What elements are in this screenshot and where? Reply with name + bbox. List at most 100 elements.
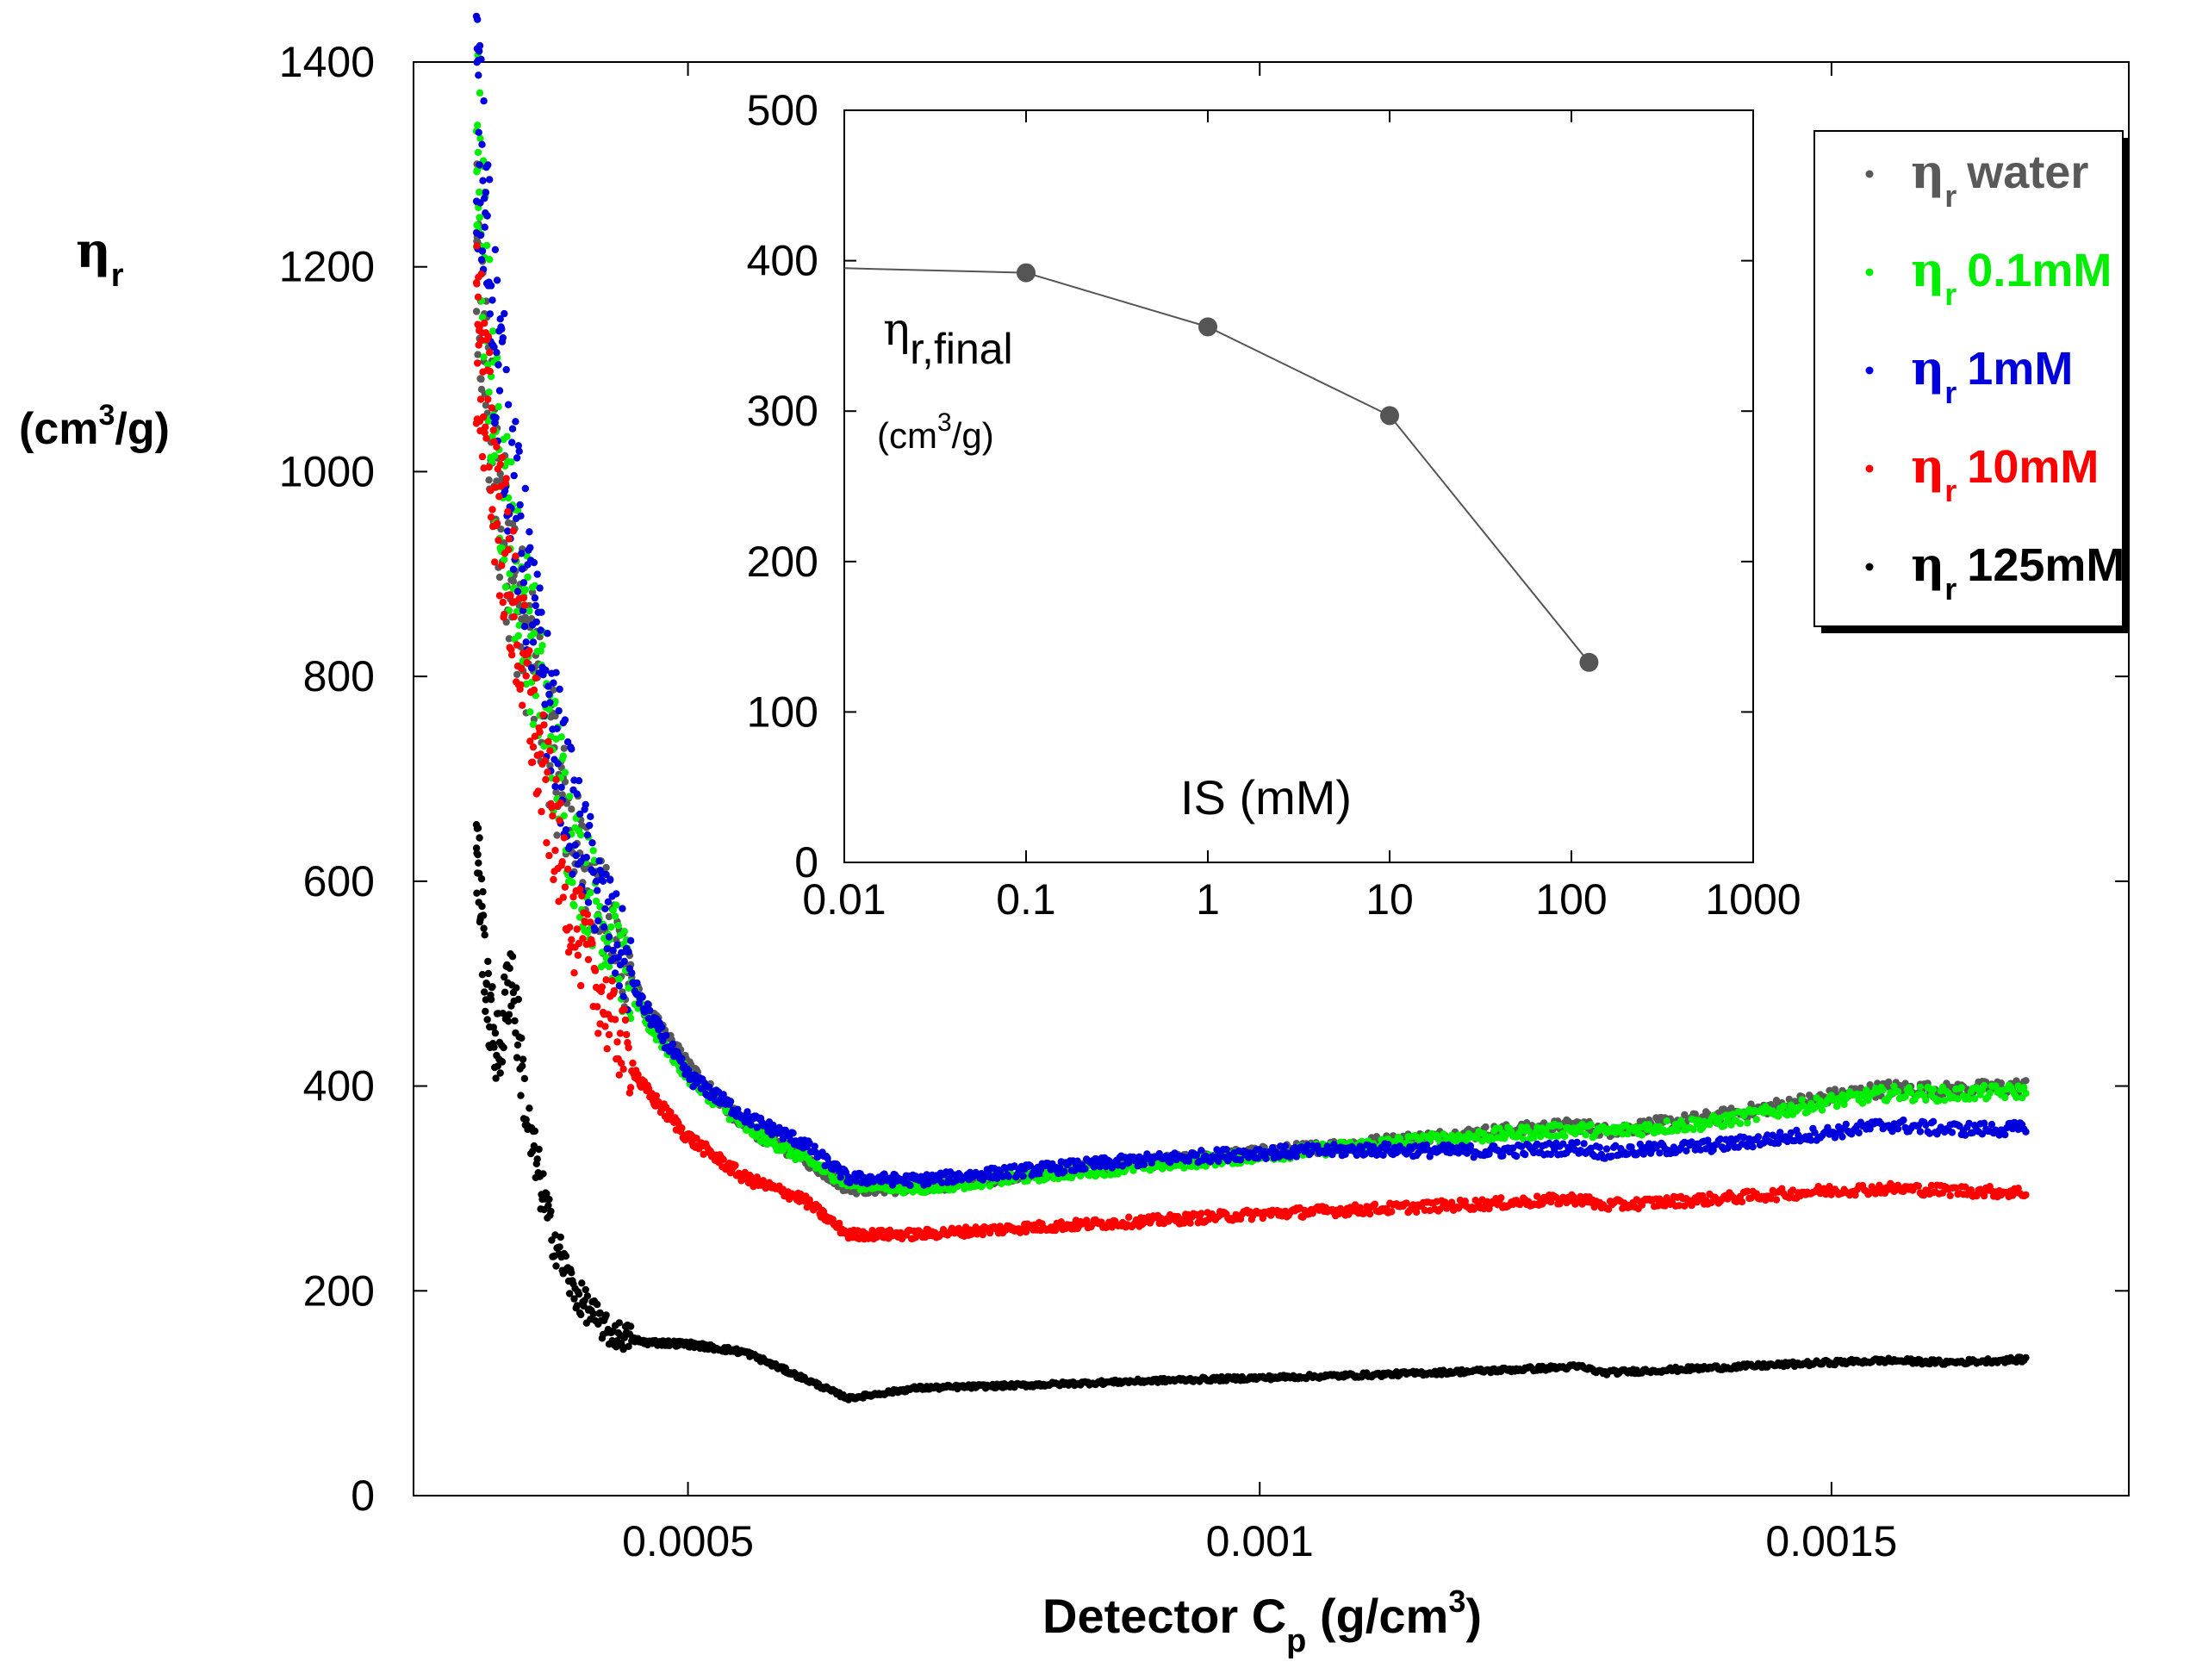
data-point	[552, 775, 560, 784]
data-point	[475, 72, 482, 79]
data-point	[519, 701, 526, 709]
data-point	[537, 647, 544, 655]
data-point	[628, 969, 636, 977]
data-point	[1970, 1095, 1979, 1103]
data-point	[1081, 1165, 1089, 1173]
data-point	[621, 1016, 630, 1024]
data-point	[602, 863, 610, 872]
data-point	[979, 1181, 987, 1189]
data-point	[495, 493, 503, 501]
data-point	[546, 699, 554, 706]
data-point	[540, 721, 548, 729]
data-point	[1736, 1119, 1745, 1128]
data-point	[479, 912, 488, 919]
data-point	[558, 791, 566, 799]
data-point	[611, 969, 619, 977]
data-point	[603, 1045, 611, 1053]
data-point	[1691, 1111, 1700, 1118]
data-point	[521, 484, 529, 493]
data-point	[556, 817, 563, 824]
data-point	[480, 924, 488, 932]
data-point	[485, 389, 493, 396]
data-point	[528, 588, 537, 596]
data-point	[553, 725, 561, 732]
data-point	[1198, 1210, 1205, 1217]
data-point	[483, 212, 491, 220]
data-point	[573, 925, 581, 933]
data-point	[502, 365, 510, 374]
data-point	[539, 711, 547, 719]
data-point	[476, 231, 485, 240]
data-point	[512, 418, 519, 426]
data-point	[480, 353, 488, 361]
data-point	[495, 402, 502, 411]
data-point	[1547, 1132, 1555, 1141]
data-point	[582, 800, 589, 809]
data-point	[545, 690, 553, 699]
data-point	[611, 1016, 619, 1024]
data-point	[521, 586, 529, 594]
data-point	[588, 939, 596, 948]
data-point	[522, 680, 530, 688]
data-point	[501, 309, 508, 318]
data-point	[1513, 1152, 1521, 1160]
data-point	[545, 1195, 553, 1204]
data-point	[498, 1058, 507, 1066]
data-point	[529, 720, 538, 728]
data-point	[544, 768, 551, 776]
data-point	[1800, 1102, 1807, 1110]
data-point	[536, 728, 544, 736]
data-point	[1403, 1199, 1410, 1207]
data-point	[600, 923, 608, 931]
data-point	[658, 1024, 666, 1031]
data-point	[1885, 1078, 1893, 1086]
data-point	[482, 189, 490, 196]
data-point	[633, 979, 641, 987]
data-point	[2022, 1191, 2030, 1199]
data-point	[610, 986, 619, 995]
data-point	[1061, 1167, 1068, 1176]
data-point	[1929, 1086, 1938, 1093]
data-point	[526, 647, 533, 655]
data-point	[570, 969, 578, 977]
data-point	[575, 777, 583, 785]
data-point	[479, 413, 488, 421]
data-point	[1879, 1086, 1887, 1094]
data-point	[1916, 1083, 1925, 1092]
data-point	[583, 831, 592, 839]
data-point	[552, 1262, 560, 1270]
data-point	[508, 953, 517, 961]
data-point	[578, 1279, 586, 1287]
data-point	[482, 434, 490, 442]
data-point	[537, 750, 544, 758]
data-point	[1125, 1213, 1133, 1222]
data-point	[477, 271, 485, 278]
data-point	[491, 246, 500, 253]
data-point	[498, 562, 506, 569]
data-point	[1890, 1082, 1898, 1091]
data-point	[613, 890, 620, 898]
data-point	[543, 839, 551, 847]
data-point	[2001, 1093, 2009, 1102]
data-point	[493, 277, 501, 284]
data-point	[532, 618, 540, 626]
data-point	[1706, 1120, 1714, 1129]
data-point	[516, 501, 524, 509]
data-point	[1083, 1216, 1091, 1224]
series-1mM	[472, 12, 2030, 1190]
data-point	[532, 674, 539, 682]
data-point	[482, 241, 491, 250]
data-point	[492, 414, 500, 422]
data-point	[484, 333, 493, 340]
data-point	[598, 949, 607, 956]
data-point	[1695, 1117, 1703, 1124]
data-point	[613, 901, 620, 909]
data-point	[499, 598, 507, 607]
data-point	[513, 454, 521, 462]
data-point	[605, 933, 613, 941]
data-point	[551, 782, 559, 791]
data-point	[1894, 1125, 1902, 1133]
data-point	[478, 247, 487, 255]
data-point	[508, 425, 517, 432]
data-point	[526, 708, 534, 716]
